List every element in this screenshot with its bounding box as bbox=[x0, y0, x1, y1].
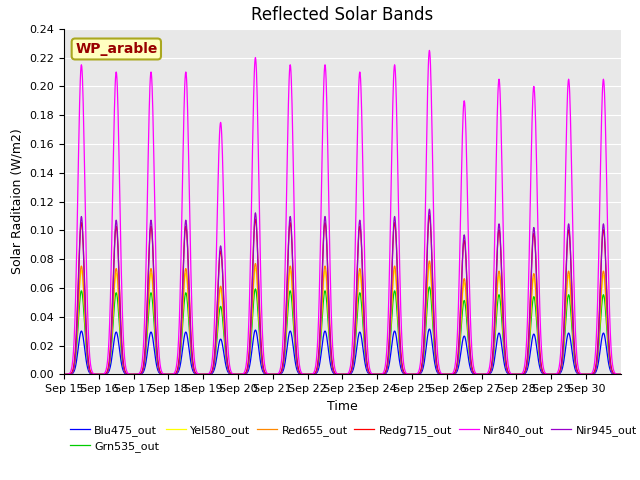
Line: Red655_out: Red655_out bbox=[64, 261, 620, 374]
Line: Nir945_out: Nir945_out bbox=[64, 209, 620, 374]
Line: Redg715_out: Redg715_out bbox=[64, 216, 620, 374]
Line: Yel580_out: Yel580_out bbox=[64, 266, 620, 374]
Line: Grn535_out: Grn535_out bbox=[64, 287, 620, 374]
Title: Reflected Solar Bands: Reflected Solar Bands bbox=[252, 6, 433, 24]
Legend: Blu475_out, Grn535_out, Yel580_out, Red655_out, Redg715_out, Nir840_out, Nir945_: Blu475_out, Grn535_out, Yel580_out, Red6… bbox=[70, 425, 637, 452]
X-axis label: Time: Time bbox=[327, 400, 358, 413]
Line: Nir840_out: Nir840_out bbox=[64, 50, 620, 374]
Text: WP_arable: WP_arable bbox=[75, 42, 157, 56]
Line: Blu475_out: Blu475_out bbox=[64, 329, 620, 374]
Y-axis label: Solar Raditaion (W/m2): Solar Raditaion (W/m2) bbox=[11, 129, 24, 275]
